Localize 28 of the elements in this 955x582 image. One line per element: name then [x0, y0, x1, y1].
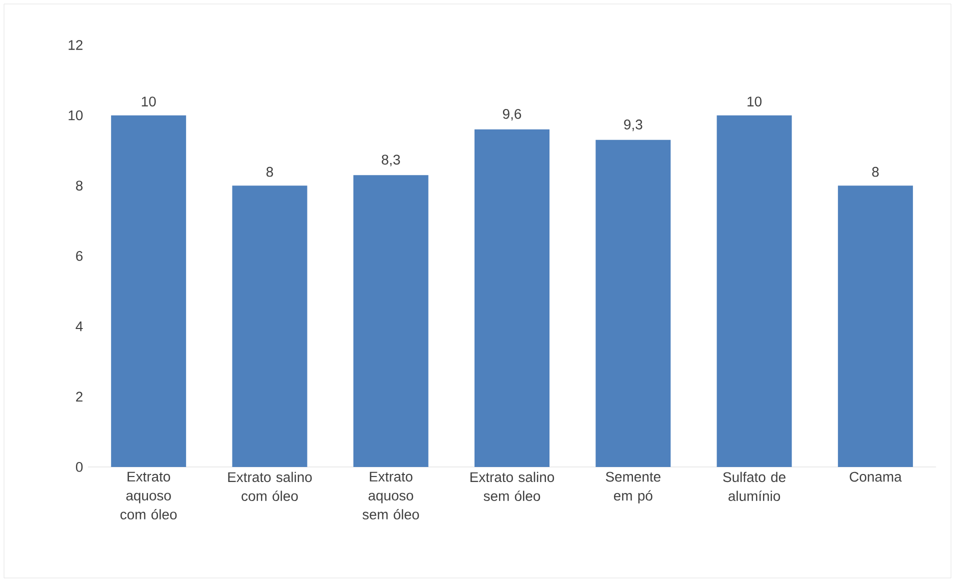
- x-tick-label: Conama: [850, 472, 902, 482]
- bar: [716, 115, 792, 467]
- x-tick-label: Semente em pó: [606, 472, 660, 504]
- bar: [232, 186, 308, 467]
- x-tick-label: Sulfato de alumínio: [723, 472, 786, 502]
- y-tick-label: 8: [76, 180, 83, 191]
- bar: [353, 175, 428, 467]
- y-tick-label: 10: [68, 110, 83, 120]
- y-tick-label: 6: [76, 251, 83, 261]
- bar: [596, 140, 671, 467]
- data-label: 10: [748, 96, 762, 106]
- data-label: 8: [872, 166, 879, 177]
- data-label: 10: [142, 96, 156, 106]
- bar: [838, 186, 913, 467]
- y-tick-label: 2: [76, 392, 82, 402]
- bar: [474, 129, 550, 467]
- x-tick-label: Extrato aquoso com óleo: [120, 472, 177, 520]
- data-label: 9,3: [624, 120, 642, 132]
- x-tick-label: Extrato salino sem óleo: [470, 472, 554, 502]
- y-tick-label: 12: [68, 40, 82, 50]
- y-tick-label: 4: [76, 322, 83, 332]
- x-tick-label: Extrato aquoso sem óleo: [362, 472, 419, 520]
- x-tick-label: Extrato salino com óleo: [228, 472, 312, 502]
- data-label: 8,3: [382, 154, 400, 166]
- bar: [111, 115, 186, 467]
- y-tick-label: 0: [76, 462, 83, 472]
- data-label: 8: [266, 166, 273, 177]
- data-label: 9,6: [502, 109, 522, 121]
